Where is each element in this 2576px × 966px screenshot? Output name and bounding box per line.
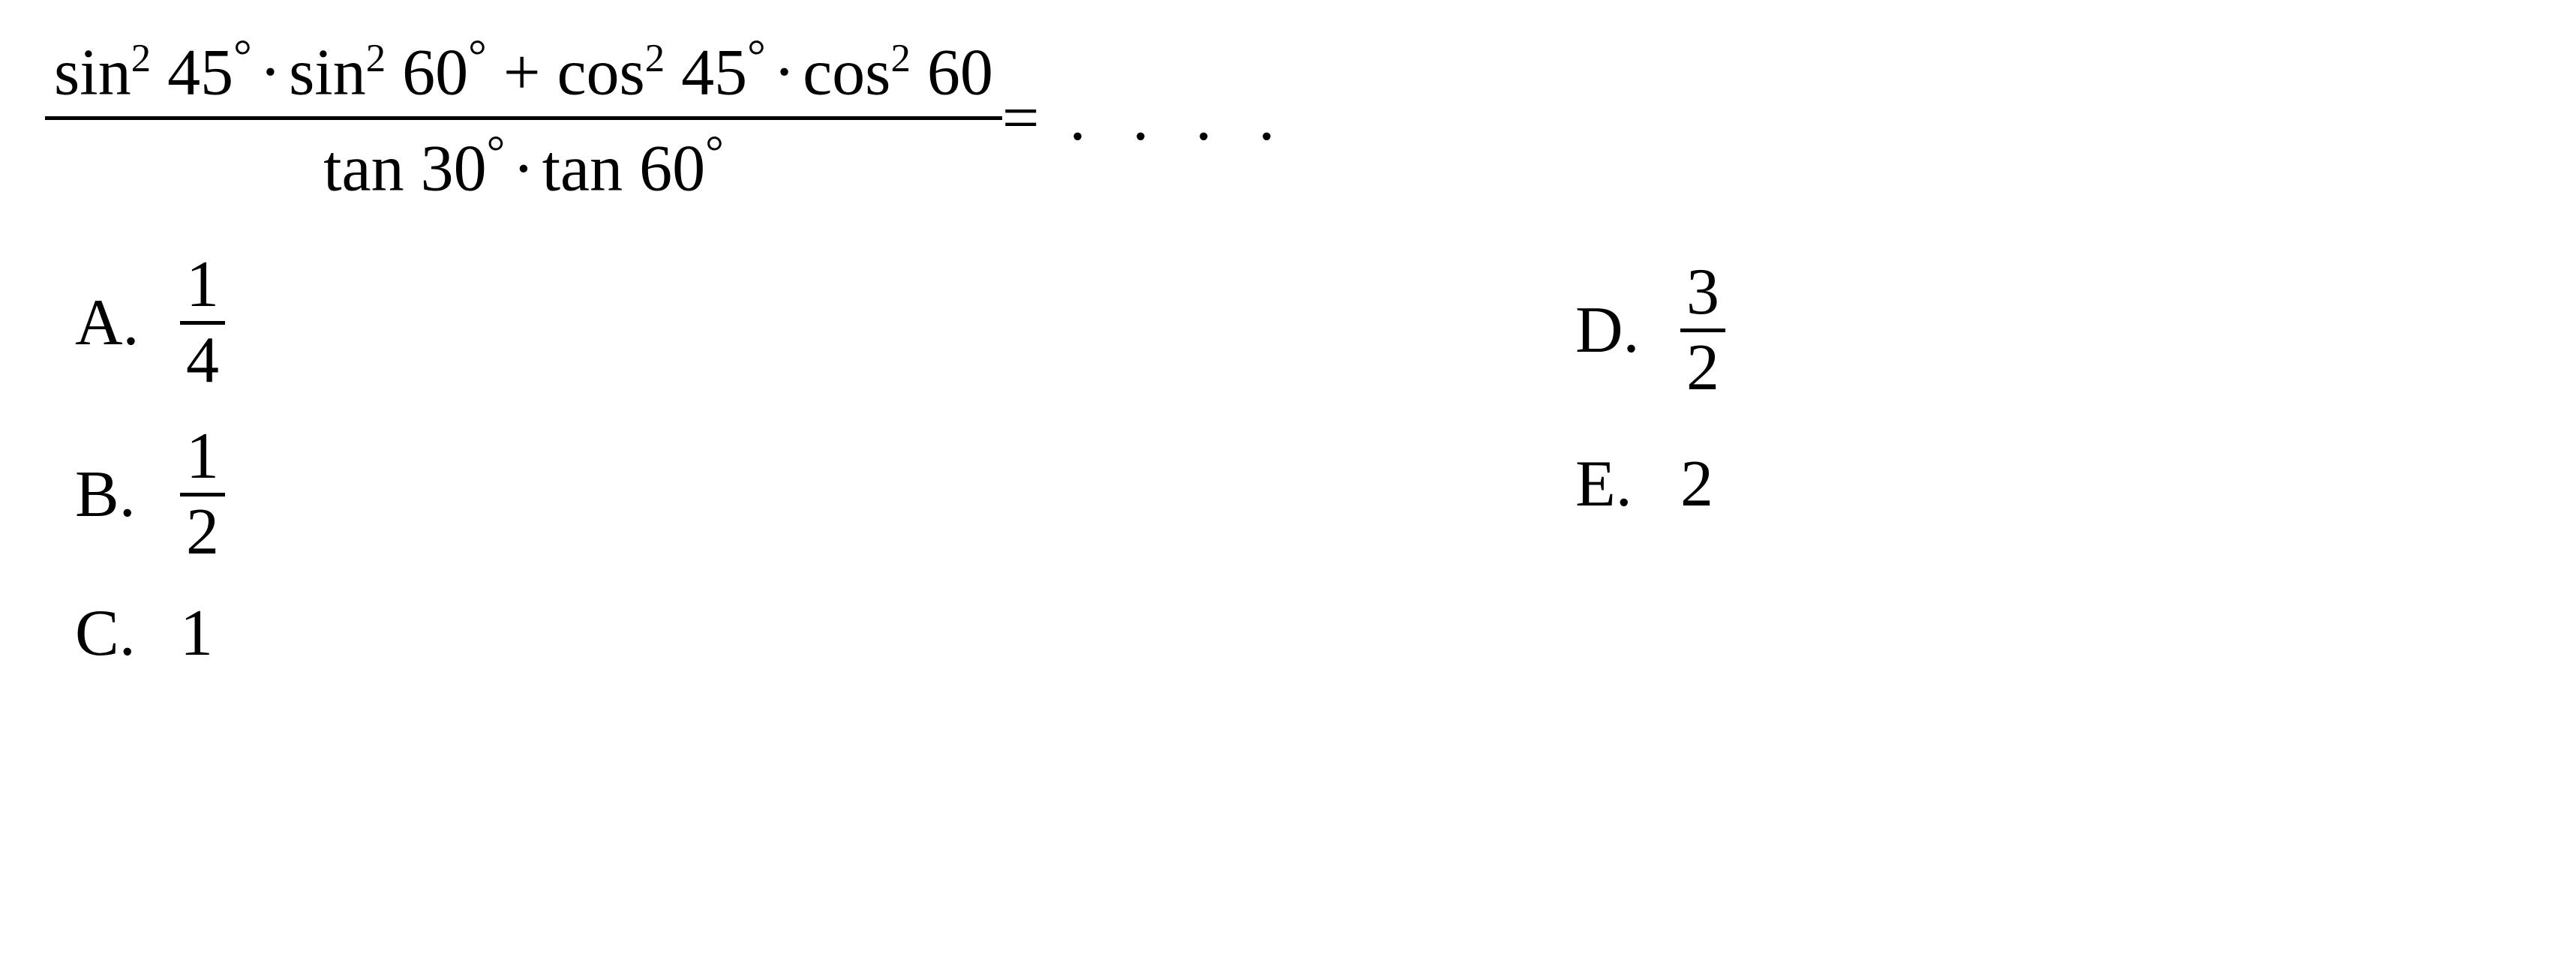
exp-4: 2 bbox=[890, 37, 910, 80]
deg-2: ° bbox=[468, 31, 487, 82]
arg-1: 45 bbox=[167, 36, 233, 109]
tan-fn-1: tan bbox=[323, 133, 404, 206]
equation: sin2 45°·sin2 60° + cos2 45°·cos2 60 tan… bbox=[45, 30, 2531, 207]
sin-fn-2: sin bbox=[289, 36, 366, 109]
sin-fn-1: sin bbox=[54, 36, 131, 109]
option-e-value: 2 bbox=[1680, 446, 1713, 522]
exp-3: 2 bbox=[645, 37, 665, 80]
option-b-den: 2 bbox=[180, 496, 225, 566]
options-left-column: A. 1 4 B. 1 2 C. 1 bbox=[75, 252, 1575, 671]
arg-2: 60 bbox=[402, 36, 468, 109]
darg-2: 60 bbox=[639, 133, 705, 206]
deg-3: ° bbox=[747, 31, 766, 82]
darg-1: 30 bbox=[421, 133, 487, 206]
option-a-fraction: 1 4 bbox=[180, 252, 225, 394]
option-d: D. 3 2 bbox=[1575, 260, 1725, 401]
arg-3: 45 bbox=[681, 36, 747, 109]
option-a: A. 1 4 bbox=[75, 252, 1575, 394]
dot-2: · bbox=[766, 36, 803, 109]
option-letter-c: C. bbox=[75, 596, 150, 671]
ddot: · bbox=[505, 133, 542, 206]
option-b-fraction: 1 2 bbox=[180, 424, 225, 566]
option-c: C. 1 bbox=[75, 596, 1575, 671]
option-d-den: 2 bbox=[1680, 332, 1725, 401]
option-d-fraction: 3 2 bbox=[1680, 260, 1725, 401]
numerator: sin2 45°·sin2 60° + cos2 45°·cos2 60 bbox=[45, 30, 1002, 120]
option-letter-b: B. bbox=[75, 457, 150, 532]
ddeg-1: ° bbox=[487, 127, 506, 178]
options-right-column: D. 3 2 E. 2 bbox=[1575, 252, 1725, 671]
plus-sign: + bbox=[487, 36, 557, 109]
equals-sign: = bbox=[1002, 80, 1040, 156]
options: A. 1 4 B. 1 2 C. 1 D. 3 2 E. bbox=[75, 252, 2531, 671]
option-c-value: 1 bbox=[180, 596, 213, 671]
option-e: E. 2 bbox=[1575, 446, 1725, 522]
option-letter-e: E. bbox=[1575, 446, 1650, 522]
option-a-den: 4 bbox=[180, 325, 225, 394]
denominator: tan 30°·tan 60° bbox=[314, 120, 733, 206]
tan-fn-2: tan bbox=[542, 133, 623, 206]
arg-4: 60 bbox=[927, 36, 993, 109]
cos-fn-1: cos bbox=[557, 36, 644, 109]
option-d-num: 3 bbox=[1680, 260, 1725, 332]
option-a-num: 1 bbox=[180, 252, 225, 325]
option-letter-d: D. bbox=[1575, 292, 1650, 368]
deg-1: ° bbox=[233, 31, 252, 82]
dot-1: · bbox=[252, 36, 289, 109]
exp-2: 2 bbox=[366, 37, 386, 80]
option-b: B. 1 2 bbox=[75, 424, 1575, 566]
exp-1: 2 bbox=[131, 37, 151, 80]
option-b-num: 1 bbox=[180, 424, 225, 496]
ddeg-2: ° bbox=[705, 127, 724, 178]
main-fraction: sin2 45°·sin2 60° + cos2 45°·cos2 60 tan… bbox=[45, 30, 1002, 207]
option-letter-a: A. bbox=[75, 285, 150, 361]
cos-fn-2: cos bbox=[803, 36, 890, 109]
dots: . . . . bbox=[1069, 80, 1290, 156]
